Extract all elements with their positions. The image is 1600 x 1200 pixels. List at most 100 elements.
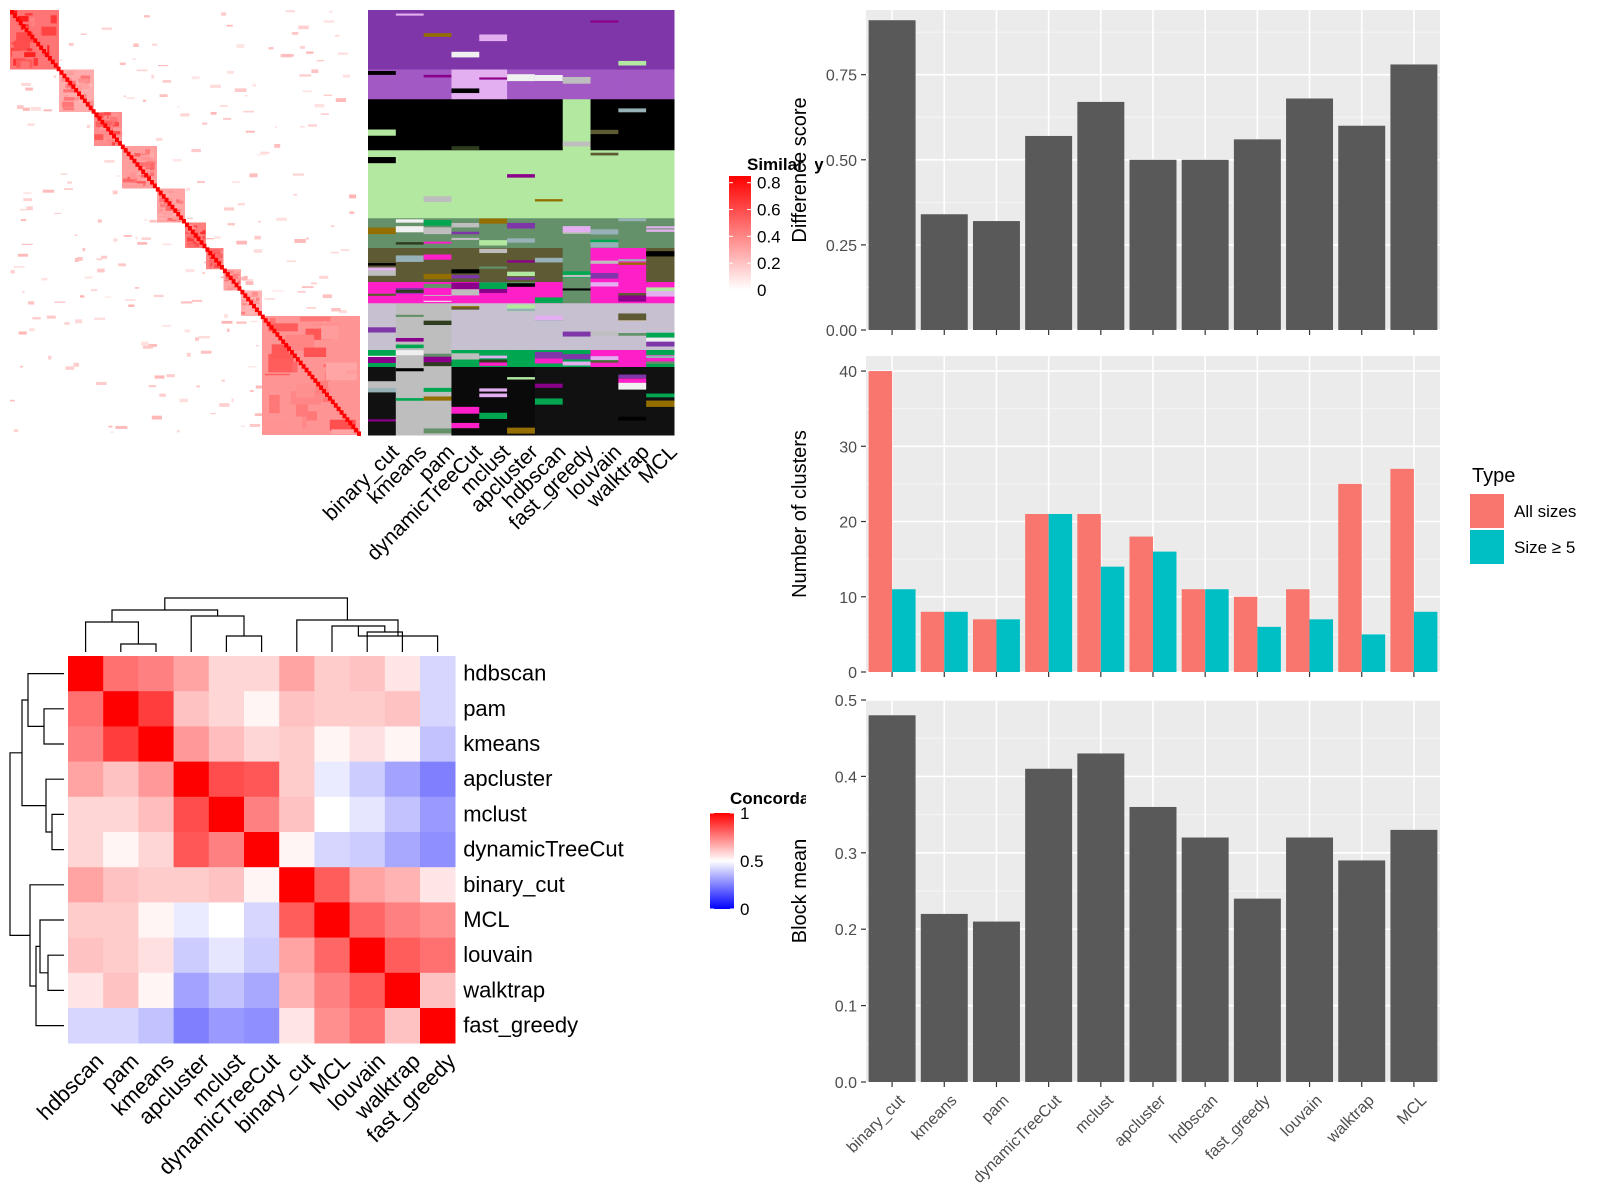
- similarity-speckle: [21, 290, 25, 294]
- similarity-diagonal-cell: [225, 272, 230, 277]
- similarity-speckle: [21, 243, 33, 245]
- similarity-speckle: [234, 88, 247, 92]
- similarity-diagonal-cell: [193, 233, 198, 238]
- similarity-block-cell: [188, 226, 196, 232]
- membership-stripe: [646, 355, 675, 359]
- membership-stripe: [618, 262, 647, 265]
- similarity-diagonal-cell: [50, 59, 55, 65]
- membership-cell: [534, 218, 564, 249]
- similarity-speckle: [254, 235, 261, 240]
- y-tick-label: 10: [839, 590, 857, 607]
- membership-cell: [646, 218, 675, 249]
- bar-fast_greedy: [1233, 139, 1281, 330]
- similarity-block-cell: [136, 181, 146, 184]
- y-tick-label: 0.4: [835, 769, 857, 786]
- membership-stripe: [646, 251, 675, 257]
- membership-cell: [618, 367, 647, 436]
- concordance-cell: [349, 1008, 386, 1044]
- similarity-block-cell: [66, 70, 75, 76]
- concordance-cell: [138, 972, 174, 1009]
- dendrogram-branch: [45, 778, 64, 833]
- concordance-cell: [279, 796, 315, 833]
- similarity-block-cell: [103, 112, 111, 116]
- similarity-block-cell: [158, 210, 162, 212]
- concordance-cell: [68, 937, 104, 974]
- membership-stripe: [423, 396, 452, 401]
- similarity-block-cell: [68, 91, 77, 98]
- similarity-diagonal-cell: [158, 190, 163, 196]
- similarity-diagonal-cell: [36, 41, 41, 47]
- membership-stripe: [423, 361, 452, 367]
- similarity-speckle: [140, 341, 149, 346]
- similarity-speckle: [306, 307, 316, 309]
- membership-stripe: [479, 355, 508, 359]
- similarity-speckle: [254, 413, 263, 417]
- concordance-cell: [420, 1008, 456, 1044]
- similarity-diagonal-cell: [18, 20, 23, 26]
- similarity-legend-title: Similarity: [747, 155, 824, 174]
- similarity-diagonal-cell: [333, 403, 338, 408]
- concordance-cell: [244, 867, 280, 903]
- similarity-speckle: [159, 393, 166, 397]
- similarity-diagonal-cell: [310, 374, 315, 380]
- membership-cell: [590, 10, 619, 70]
- membership-stripe: [368, 267, 397, 271]
- similarity-diagonal-cell: [269, 325, 274, 330]
- similarity-block-cell: [233, 273, 239, 276]
- similarity-diagonal-cell: [263, 318, 268, 323]
- similarity-block-cell: [170, 219, 177, 222]
- similarity-block-cell: [200, 230, 206, 235]
- similarity-diagonal-cell: [272, 328, 277, 334]
- similarity-block-cell: [206, 248, 213, 251]
- membership-cell: [562, 303, 592, 351]
- similarity-block-cell: [96, 113, 104, 119]
- concordance-cell: [314, 796, 350, 833]
- membership-stripe: [590, 129, 619, 135]
- similarity-speckle: [108, 425, 113, 428]
- similarity-block-cell: [118, 135, 122, 137]
- concordance-cell: [173, 691, 210, 727]
- similarity-block-cell: [176, 217, 181, 222]
- bar-binary_cut: [868, 715, 916, 1082]
- concordance-cell: [244, 902, 280, 938]
- membership-stripe: [395, 255, 425, 262]
- similarity-block-cell: [198, 228, 201, 232]
- similarity-block-cell: [300, 316, 331, 322]
- bar-apcluster: [1129, 159, 1177, 330]
- similarity-diagonal-cell: [211, 254, 216, 259]
- dendrogram-branch: [39, 919, 64, 974]
- concordance-cell: [349, 691, 386, 727]
- membership-stripe: [534, 228, 564, 232]
- similarity-speckle: [210, 413, 216, 415]
- concordance-cell: [208, 796, 245, 833]
- bar-pam-0: [972, 619, 997, 672]
- type-legend-key-1: [1470, 530, 1504, 564]
- similarity-speckle: [151, 74, 155, 79]
- legend-clip-mask-2: [806, 780, 846, 815]
- similarity-diagonal-cell: [275, 332, 280, 337]
- similarity-diagonal-cell: [155, 187, 160, 192]
- dendrogram-branch: [164, 597, 348, 620]
- concordance-cell: [103, 972, 139, 1009]
- similarity-speckle: [48, 355, 52, 360]
- similarity-speckle: [166, 374, 175, 378]
- similarity-block-cell: [209, 262, 213, 266]
- concordance-cell: [279, 832, 315, 868]
- membership-stripe: [562, 288, 592, 291]
- similarity-speckle: [151, 415, 162, 420]
- similarity-diagonal-cell: [10, 10, 14, 15]
- concordance-cell: [244, 937, 280, 974]
- membership-stripe: [423, 273, 452, 280]
- type-legend: Type All sizes Size ≥ 5: [1470, 465, 1576, 564]
- concordance-cell: [68, 902, 104, 938]
- similarity-speckle: [65, 366, 75, 370]
- similarity-diagonal-cell: [292, 353, 297, 359]
- similarity-block-cell: [306, 411, 318, 421]
- concordance-cell: [314, 937, 350, 974]
- membership-cell: [395, 99, 425, 151]
- similarity-diagonal-cell: [234, 282, 239, 288]
- concordance-cell: [173, 761, 210, 798]
- concordance-cell: [208, 726, 245, 762]
- membership-stripe: [646, 400, 675, 407]
- similarity-diagonal-cell: [164, 197, 169, 203]
